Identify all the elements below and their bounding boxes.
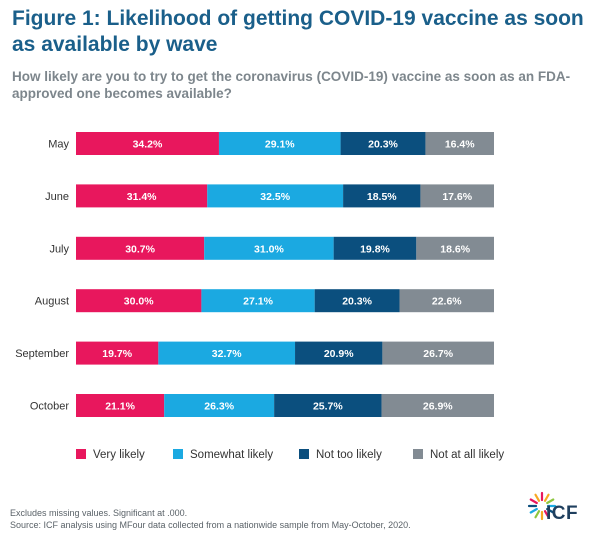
bar-segment-not-too-likely [343, 184, 421, 208]
data-label: 26.3% [204, 401, 234, 413]
logo-ray [546, 498, 555, 505]
icf-logo-burst-icon [527, 491, 557, 521]
legend-label: Somewhat likely [190, 449, 273, 461]
logo-ray [529, 507, 538, 514]
legend-label: Very likely [93, 449, 145, 461]
logo-ray [546, 507, 555, 514]
data-label: 18.5% [367, 191, 397, 203]
data-label: 16.4% [445, 139, 475, 151]
data-label: 31.4% [127, 191, 157, 203]
data-label: 32.5% [260, 191, 290, 203]
legend-swatch [299, 449, 309, 459]
data-label: 31.0% [254, 243, 284, 255]
bar-segment-not-too-likely [295, 341, 383, 365]
bar-segment-somewhat-likely [158, 341, 296, 365]
bar-segment-somewhat-likely [218, 132, 341, 155]
data-label: 19.8% [360, 243, 390, 255]
footnotes: Excludes missing values. Significant at … [10, 508, 490, 531]
data-label: 20.9% [324, 348, 354, 360]
data-label: 18.6% [440, 243, 470, 255]
chart-subtitle: How likely are you to try to get the cor… [12, 69, 571, 101]
bar-segment-not-too-likely [340, 132, 426, 155]
bar-segment-very-likely [76, 341, 159, 365]
data-label: 20.3% [368, 139, 398, 151]
logo-ray [543, 510, 550, 519]
bar-segment-not-at-all-likely [382, 341, 494, 365]
data-label: 22.6% [432, 296, 462, 308]
icf-logo-text: ICF [546, 503, 579, 524]
data-label: 27.1% [243, 296, 273, 308]
bar-segment-not-too-likely [274, 394, 382, 417]
category-label: August [35, 296, 69, 308]
bar-segment-very-likely [76, 394, 165, 417]
legend-swatch [413, 449, 423, 459]
chart-title: Figure 1: Likelihood of getting COVID-19… [12, 7, 584, 56]
data-label: 26.7% [423, 348, 453, 360]
footnote-source: Source: ICF analysis using MFour data co… [10, 519, 411, 530]
bar-segment-somewhat-likely [207, 184, 344, 208]
data-label: 19.7% [102, 348, 132, 360]
stacked-bar-chart: May 34.2% 29.1% 20.3% 16.4% June 31.4% 32.5% 18.… [15, 132, 504, 461]
data-label: 34.2% [133, 139, 163, 151]
bar-segment-not-at-all-likely [425, 132, 494, 155]
bar-segment-not-at-all-likely [416, 236, 494, 260]
logo-ray [543, 493, 550, 502]
logo-ray [534, 510, 541, 519]
bar-segment-very-likely [76, 236, 205, 260]
legend-label: Not too likely [316, 449, 382, 461]
category-label: October [30, 401, 69, 413]
bar-segment-somewhat-likely [204, 236, 334, 260]
legend-label: Not at all likely [430, 449, 504, 461]
logo-ray [529, 498, 538, 505]
data-label: 30.0% [124, 296, 154, 308]
bar-segment-very-likely [76, 184, 208, 208]
data-label: 26.9% [423, 401, 453, 413]
bar-segment-not-at-all-likely [399, 289, 494, 313]
data-label: 32.7% [212, 348, 242, 360]
bar-segment-not-at-all-likely [381, 394, 494, 417]
data-label: 29.1% [265, 139, 295, 151]
category-label: June [45, 191, 69, 203]
bar-segment-somewhat-likely [201, 289, 315, 313]
bar-segment-very-likely [76, 289, 202, 313]
bar-segment-not-at-all-likely [420, 184, 494, 208]
footnote-excludes: Excludes missing values. Significant at … [10, 508, 188, 518]
bar-segment-not-too-likely [333, 236, 417, 260]
legend-swatch [76, 449, 86, 459]
data-label: 21.1% [105, 401, 135, 413]
bar-segment-somewhat-likely [164, 394, 275, 417]
bar-segment-very-likely [76, 132, 219, 155]
data-label: 25.7% [313, 401, 343, 413]
data-label: 30.7% [125, 243, 155, 255]
category-label: September [15, 348, 69, 360]
bar-segment-not-too-likely [314, 289, 400, 313]
logo-ray [534, 493, 541, 502]
icf-logo: ICF [526, 484, 592, 534]
legend-swatch [173, 449, 183, 459]
data-label: 17.6% [442, 191, 472, 203]
category-label: May [48, 139, 69, 151]
category-label: July [49, 243, 69, 255]
data-label: 20.3% [342, 296, 372, 308]
